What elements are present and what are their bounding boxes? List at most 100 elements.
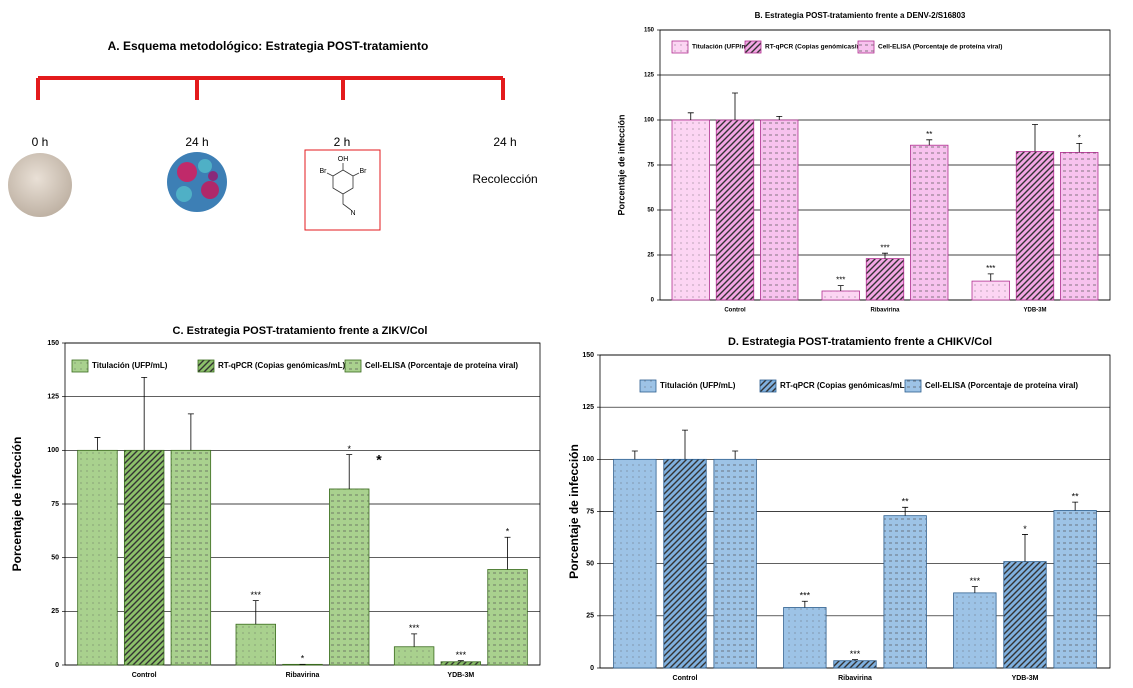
y-tick-label: 125 [47,394,59,401]
significance-label: *** [800,591,811,601]
bar [672,120,710,300]
significance-label: *** [880,243,889,252]
atom-label: OH [338,156,349,163]
x-tick-label: Control [132,672,157,679]
bar [614,459,657,668]
significance-label: * [376,451,382,467]
molecule: OH Br Br N [305,150,380,230]
error-bar [1032,125,1038,152]
legend-swatch [745,41,761,53]
bar [884,516,927,668]
bar [78,450,118,665]
error-bar [882,253,888,258]
error-bar [838,286,844,291]
bar [822,291,860,300]
error-bar [776,116,782,120]
y-tick-label: 125 [644,73,655,79]
x-tick-label: Control [724,308,746,314]
y-tick-label: 75 [51,501,59,508]
significance-label: ** [1072,491,1080,501]
significance-label: * [347,444,351,454]
error-bar [411,634,417,647]
time-label: 24 h [493,135,516,149]
legend-label: Titulación (UFP/mL) [692,44,753,51]
legend-label: Titulación (UFP/mL) [92,361,168,370]
error-bar [732,93,738,120]
bar [761,120,799,300]
y-tick-label: 0 [651,298,655,304]
error-bar [682,430,688,459]
bar [714,459,757,668]
error-bar [346,455,352,489]
panel-a: A. Esquema metodológico: Estrategia POST… [8,39,538,230]
significance-label: *** [456,650,467,660]
bar [954,593,997,668]
x-tick-label: Control [673,675,698,682]
cell-image [8,153,72,217]
significance-label: * [1078,134,1081,143]
y-axis-label: Porcentaje de infección [567,444,581,579]
y-tick-label: 0 [55,662,59,669]
significance-label: *** [836,276,845,285]
error-bar [972,587,978,593]
error-bar [505,537,511,569]
error-bar [1076,143,1082,152]
significance-label: * [301,654,305,664]
error-bar [141,377,147,450]
significance-label: *** [986,264,995,273]
significance-label: ** [902,497,910,507]
bar [488,569,528,665]
x-tick-label: Ribavirina [870,308,900,314]
x-tick-label: YDB-3M [1023,308,1046,314]
bar [972,281,1010,300]
significance-label: * [1023,524,1027,534]
time-label: 24 h [185,135,208,149]
legend-swatch [345,360,361,372]
bar [1016,152,1054,301]
y-tick-label: 100 [582,456,594,463]
legend-swatch [640,380,656,392]
bar [124,450,164,665]
time-label: 0 h [32,135,49,149]
error-bar [188,414,194,450]
chart-title: B. Estrategia POST-tratamiento frente a … [755,11,966,20]
y-tick-label: 150 [644,28,655,34]
legend-swatch [858,41,874,53]
legend-swatch [672,41,688,53]
legend-label: Cell-ELISA (Porcentaje de proteína viral… [925,381,1078,390]
legend-swatch [905,380,921,392]
y-tick-label: 75 [586,508,594,515]
error-bar [632,451,638,459]
error-bar [988,274,994,281]
bar [664,459,707,668]
x-tick-label: YDB-3M [447,672,474,679]
y-tick-label: 150 [47,340,59,347]
time-label: 2 h [334,135,351,149]
significance-label: * [506,527,510,537]
bar [236,624,276,665]
error-bar [802,601,808,607]
legend-label: RT-qPCR (Copias genómicas/mL) [218,361,345,370]
legend-label: RT-qPCR (Copias genómicas/mL) [765,44,868,51]
bar [1054,510,1097,668]
error-bar [253,601,259,625]
virus-image [167,152,227,212]
y-tick-label: 125 [582,404,594,411]
chart-title: D. Estrategia POST-tratamiento frente a … [728,336,992,348]
end-label: Recolección [472,172,537,186]
legend-label: Titulación (UFP/mL) [660,381,736,390]
diagram-title: A. Esquema metodológico: Estrategia POST… [108,39,429,53]
bar [1061,152,1099,300]
error-bar [1072,502,1078,510]
significance-label: *** [251,590,262,600]
bar [171,450,211,665]
legend-swatch [760,380,776,392]
bar [716,120,754,300]
atom-label: Br [360,168,368,175]
legend-swatch [198,360,214,372]
y-tick-label: 100 [47,447,59,454]
legend-label: Cell-ELISA (Porcentaje de proteína viral… [878,44,1002,51]
y-axis-label: Porcentaje de infección [10,437,24,572]
y-tick-label: 50 [51,555,59,562]
y-tick-label: 25 [647,253,654,259]
